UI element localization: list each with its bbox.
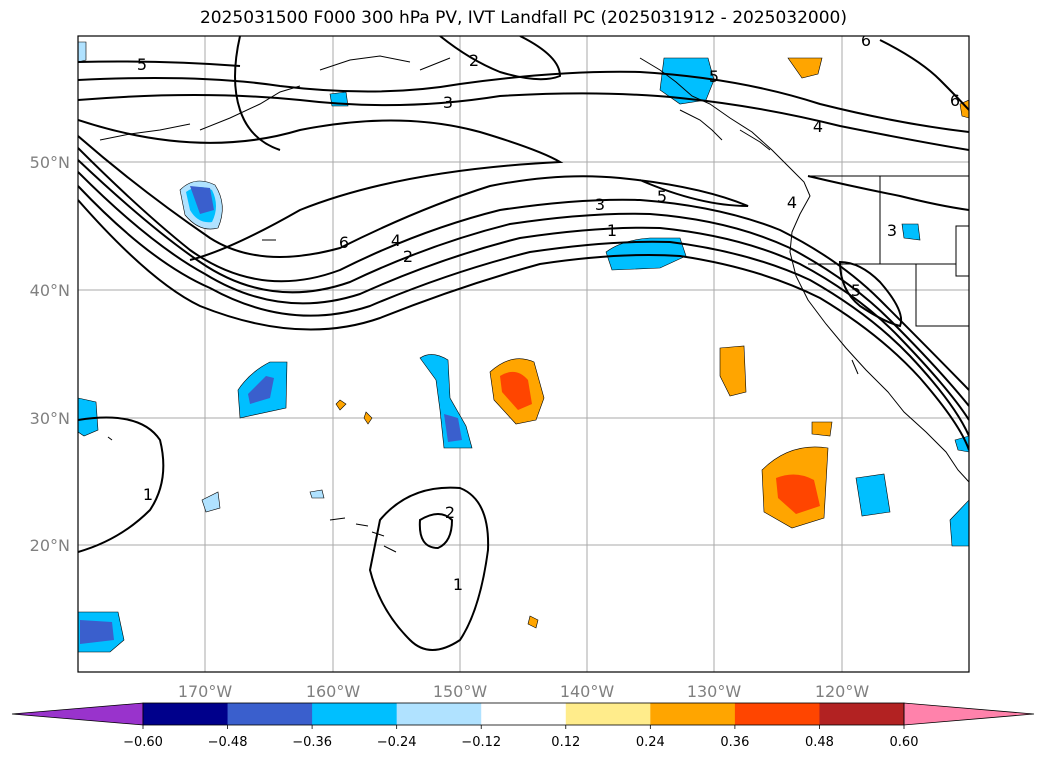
- negative-anomaly-shape: [419, 354, 473, 449]
- contour-label: 5: [709, 67, 719, 86]
- negative-anomaly-shape: [78, 41, 87, 63]
- contour-label: 1: [607, 221, 617, 240]
- negative-anomaly-shape: [949, 499, 969, 547]
- negative-anomaly-shape: [248, 376, 274, 404]
- positive-anomaly-shape: [363, 411, 373, 425]
- colorbar-tick-label: −0.24: [377, 735, 417, 750]
- colorbar-tick-label: −0.12: [461, 735, 501, 750]
- contour-label: 4: [787, 193, 797, 212]
- contour-label: 1: [143, 485, 153, 504]
- lon-label: 160°W: [306, 682, 361, 701]
- lat-label: 20°N: [30, 536, 70, 555]
- positive-anomaly-shape: [500, 371, 532, 410]
- colorbar-segment: [734, 703, 820, 725]
- colorbar-tick-label: 0.24: [636, 735, 665, 750]
- colorbar-segment: [396, 703, 482, 725]
- contour-label: 2: [469, 51, 479, 70]
- negative-anomaly-shape: [309, 489, 325, 499]
- gridlines: [78, 36, 969, 672]
- contour-label: 1: [453, 575, 463, 594]
- pc-shading: [78, 41, 969, 653]
- colorbar-segment: [819, 703, 905, 725]
- lon-label: 140°W: [560, 682, 615, 701]
- colorbar-segment: [650, 703, 736, 725]
- colorbar-outline: [142, 702, 905, 726]
- lat-label: 50°N: [30, 153, 70, 172]
- contour-label: 4: [391, 231, 401, 250]
- contour-label: 5: [137, 55, 147, 74]
- lat-label: 40°N: [30, 281, 70, 300]
- map-title: 2025031500 F000 300 hPa PV, IVT Landfall…: [199, 8, 847, 28]
- lon-label: 150°W: [433, 682, 488, 701]
- map-frame: [77, 35, 970, 673]
- lon-label: 120°W: [815, 682, 870, 701]
- colorbar-segment: [481, 703, 567, 725]
- colorbar-tick-label: 0.48: [805, 735, 834, 750]
- positive-anomaly-shape: [811, 421, 833, 437]
- contour-label: 5: [657, 187, 667, 206]
- contour-label: 3: [887, 221, 897, 240]
- positive-anomaly-shape: [787, 57, 823, 79]
- colorbar-tick-label: 0.60: [890, 735, 919, 750]
- colorbar-tick-label: 0.36: [720, 735, 749, 750]
- colorbar-tick-label: −0.48: [208, 735, 248, 750]
- negative-anomaly-shape: [190, 186, 214, 214]
- contour-label: 6: [950, 91, 960, 110]
- negative-anomaly-shape: [901, 223, 921, 241]
- positive-anomaly-shape: [335, 399, 347, 411]
- contour-label: 4: [813, 117, 823, 136]
- positive-anomaly-shape: [959, 99, 969, 119]
- colorbar-tick-label: 0.12: [551, 735, 580, 750]
- contour-label: 2: [445, 503, 455, 522]
- colorbar-segment: [565, 703, 651, 725]
- contour-label: 3: [443, 93, 453, 112]
- contour-label: 6: [861, 31, 871, 50]
- colorbar-extend-low: [11, 702, 144, 726]
- lat-axis-labels: 50°N 40°N 30°N 20°N: [30, 153, 70, 555]
- colorbar-segment: [312, 703, 398, 725]
- contour-labels: 5 2 3 4 6 5 3 1 6 4 2 4 3 5 5 6 1 2 1: [137, 31, 960, 594]
- colorbar-extend-high: [903, 702, 1035, 726]
- positive-anomaly-shape: [527, 615, 539, 629]
- negative-anomaly-shape: [444, 414, 462, 442]
- colorbar-tick-label: −0.36: [292, 735, 332, 750]
- colorbar-segment: [143, 703, 229, 725]
- negative-anomaly-shape: [605, 237, 687, 271]
- pv-contours: [78, 36, 969, 651]
- negative-anomaly-shape: [855, 473, 891, 517]
- contour-label: 6: [339, 233, 349, 252]
- map-area: 5 2 3 4 6 5 3 1 6 4 2 4 3 5 5 6 1 2 1: [78, 31, 969, 672]
- positive-anomaly-shape: [776, 474, 820, 514]
- contour-label: 5: [851, 281, 861, 300]
- lon-label: 130°W: [687, 682, 742, 701]
- lat-label: 30°N: [30, 409, 70, 428]
- positive-anomaly-shape: [719, 345, 747, 397]
- negative-anomaly-shape: [80, 620, 114, 644]
- lon-axis-labels: 170°W 160°W 150°W 140°W 130°W 120°W: [178, 682, 870, 701]
- lon-label: 170°W: [178, 682, 233, 701]
- colorbar-tick-label: −0.60: [123, 735, 163, 750]
- coastlines: [99, 55, 969, 553]
- negative-anomaly-shape: [201, 491, 221, 513]
- negative-anomaly-shape: [78, 397, 99, 437]
- contour-label: 2: [403, 247, 413, 266]
- colorbar-segment: [227, 703, 313, 725]
- contour-label: 3: [595, 195, 605, 214]
- colorbar: −0.60 −0.48 −0.36 −0.24 −0.12 0.12 0.24 0.36 0.4…: [11, 702, 1035, 750]
